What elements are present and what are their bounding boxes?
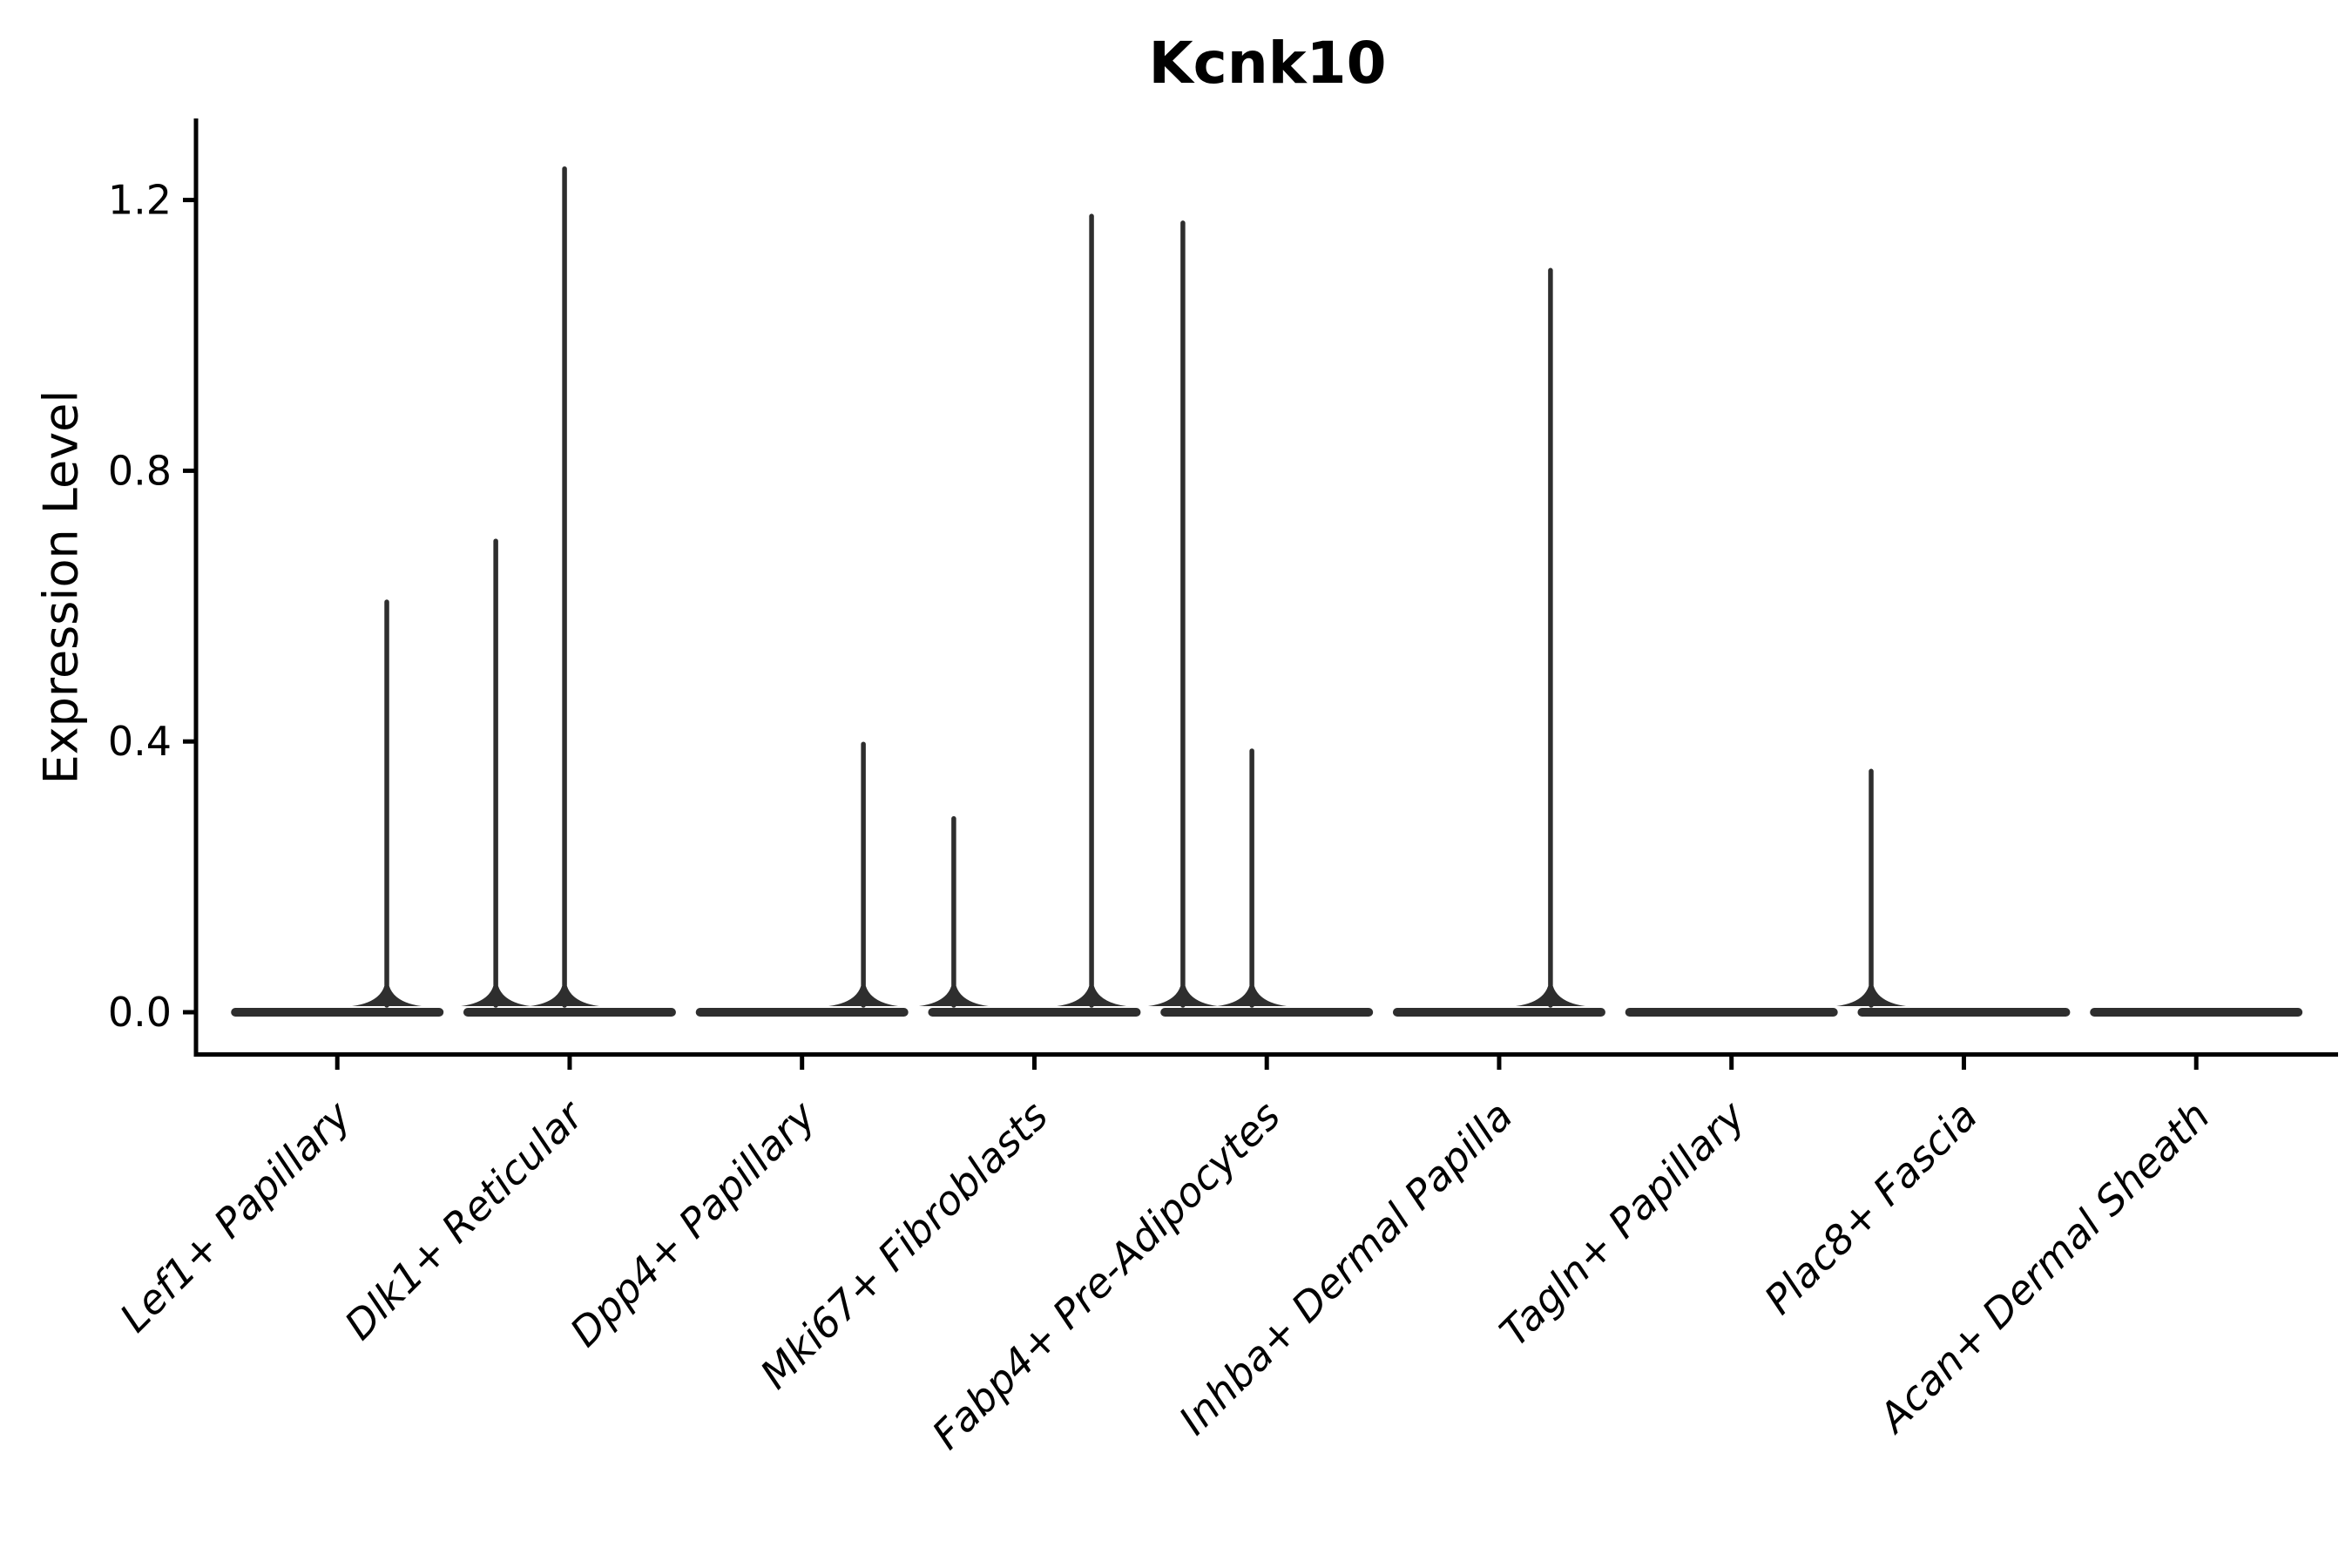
violin-body	[928, 1008, 1141, 1017]
violin	[918, 213, 1141, 1017]
y-tick-label: 1.2	[108, 177, 172, 224]
x-tick-label: Tagln+ Papillary	[1490, 1092, 1754, 1355]
violin-body	[1857, 1008, 2071, 1017]
violin-body	[231, 1008, 444, 1017]
chart-title: Kcnk10	[1148, 30, 1387, 97]
violin	[1836, 768, 2071, 1017]
x-tick-label: Dlk1+ Reticular	[335, 1090, 594, 1348]
violin	[2090, 1008, 2303, 1017]
violin-body	[2090, 1008, 2303, 1017]
y-tick-label: 0.0	[108, 989, 172, 1036]
violins	[231, 166, 2303, 1017]
axes-spines	[193, 118, 2338, 1057]
violin-body	[1392, 1008, 1605, 1017]
x-tick-label: Dpp4+ Papillary	[561, 1092, 825, 1355]
violin-body	[1160, 1008, 1374, 1017]
violin	[461, 166, 676, 1017]
y-tick-label: 0.4	[108, 718, 172, 765]
violin	[1147, 220, 1374, 1017]
violin	[1392, 267, 1605, 1017]
x-tick-label: Lef1+ Papillary	[111, 1092, 360, 1341]
y-tick-label: 0.8	[108, 447, 172, 494]
violin	[1625, 1008, 1838, 1017]
violin-body	[463, 1008, 676, 1017]
violin	[695, 741, 909, 1017]
violin-body	[1625, 1008, 1838, 1017]
violin-body	[695, 1008, 909, 1017]
violin	[231, 599, 444, 1017]
x-tick-label: Plac8+ Fascia	[1755, 1092, 1986, 1323]
